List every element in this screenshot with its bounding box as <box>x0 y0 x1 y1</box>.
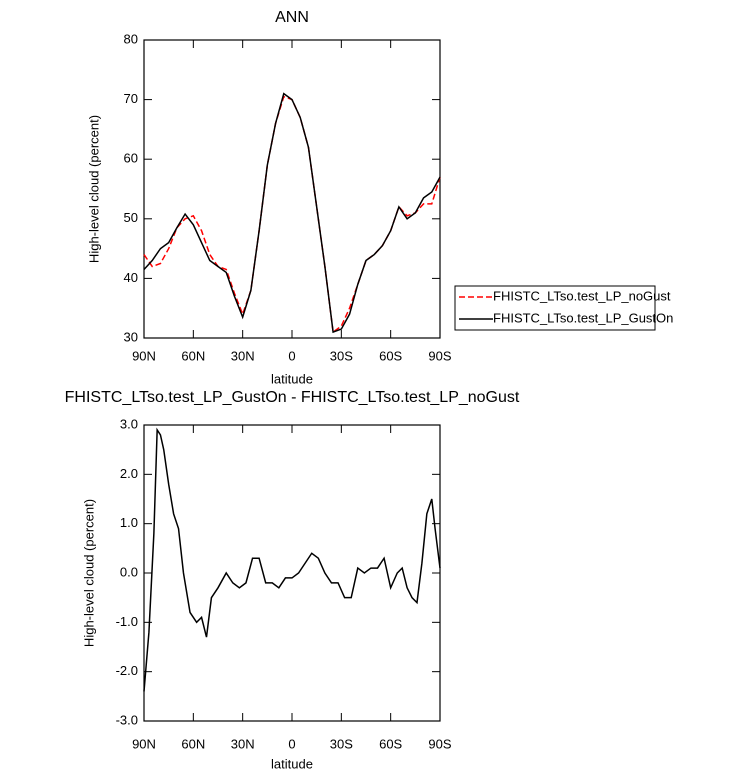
y-tick-label: -3.0 <box>116 712 138 727</box>
y-tick-label: -2.0 <box>116 663 138 678</box>
x-tick-label: 30S <box>330 736 353 751</box>
x-tick-label: 30N <box>231 348 255 363</box>
series-line <box>143 427 441 692</box>
x-tick-label: 90S <box>428 736 451 751</box>
plot-frame <box>143 424 441 722</box>
x-tick-label: 90S <box>428 348 451 363</box>
x-tick-label: 60S <box>379 348 402 363</box>
x-axis-label: latitude <box>271 756 313 771</box>
plot-frame <box>143 39 441 339</box>
chart-title: ANN <box>275 9 309 26</box>
y-axis-label: High-level cloud (percent) <box>86 115 101 263</box>
y-axis-label: High-level cloud (percent) <box>81 499 96 647</box>
y-tick-label: 40 <box>124 270 138 285</box>
x-tick-label: 30N <box>231 736 255 751</box>
x-tick-label: 60N <box>181 736 205 751</box>
x-tick-label: 90N <box>132 348 156 363</box>
chart-title: FHISTC_LTso.test_LP_GustOn - FHISTC_LTso… <box>65 389 520 406</box>
x-tick-label: 30S <box>330 348 353 363</box>
y-tick-label: 60 <box>124 151 138 166</box>
y-tick-label: 50 <box>124 210 138 225</box>
y-tick-label: 30 <box>124 329 138 344</box>
y-tick-label: 70 <box>124 91 138 106</box>
legend-label: FHISTC_LTso.test_LP_noGust <box>493 288 671 303</box>
y-tick-label: 2.0 <box>120 466 138 481</box>
x-tick-label: 0 <box>288 348 295 363</box>
series-line <box>143 92 441 334</box>
y-tick-label: 1.0 <box>120 515 138 530</box>
x-axis-label: latitude <box>271 371 313 386</box>
x-tick-label: 90N <box>132 736 156 751</box>
y-tick-label: 0.0 <box>120 564 138 579</box>
x-tick-label: 0 <box>288 736 295 751</box>
x-tick-label: 60S <box>379 736 402 751</box>
y-tick-label: -1.0 <box>116 614 138 629</box>
legend-box <box>454 285 656 331</box>
x-tick-label: 60N <box>181 348 205 363</box>
y-tick-label: 3.0 <box>120 416 138 431</box>
y-tick-label: 80 <box>124 31 138 46</box>
legend-label: FHISTC_LTso.test_LP_GustOn <box>493 310 673 325</box>
